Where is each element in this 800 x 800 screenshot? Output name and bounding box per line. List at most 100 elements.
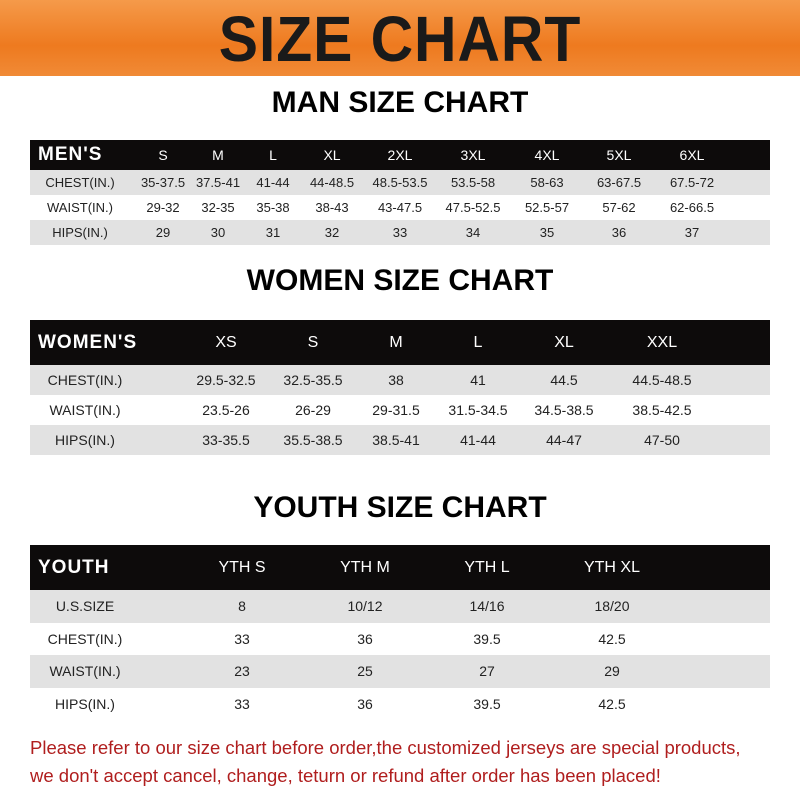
measure-label-cell: WAIST(IN.) <box>49 402 121 418</box>
table-row: WAIST(IN.) 23.5-26 26-29 29-31.5 31.5-34.5 34… <box>30 395 770 425</box>
measure-label-cell: U.S.SIZE <box>55 598 115 615</box>
table-cell: 38 <box>388 372 404 388</box>
measure-label-cell: CHEST(IN.) <box>47 630 123 647</box>
table-row: HIPS(IN.) 33 36 39.5 42.5 <box>30 687 770 720</box>
table-cell: 33 <box>234 630 250 647</box>
table-cell: 38-43 <box>315 200 349 215</box>
table-cell: 43-47.5 <box>377 200 423 215</box>
table-cell: 34.5-38.5 <box>534 402 594 418</box>
size-header-cell: M <box>389 333 403 351</box>
table-cell: 34 <box>465 225 481 240</box>
table-cell: 32.5-35.5 <box>283 372 343 388</box>
table-cell: 10/12 <box>347 598 383 615</box>
table-cell: 57-62 <box>602 200 636 215</box>
table-cell: 27 <box>479 663 495 680</box>
size-header-cell: L <box>269 147 277 163</box>
size-header-cell: XXL <box>646 333 678 351</box>
notice-line-2: we don't accept cancel, change, teturn o… <box>30 765 661 786</box>
table-row: CHEST(IN.) 33 36 39.5 42.5 <box>30 622 770 655</box>
table-header-row: MEN'S S M L XL 2XL 3XL 4XL 5XL 6XL <box>30 140 770 170</box>
table-cell: 35.5-38.5 <box>283 432 343 448</box>
table-cell: 31.5-34.5 <box>448 402 508 418</box>
table-cell: 33 <box>392 225 408 240</box>
measure-label-cell: HIPS(IN.) <box>55 695 115 712</box>
table-cell: 14/16 <box>469 598 505 615</box>
youth-section-title: YOUTH SIZE CHART <box>253 491 547 524</box>
size-header-cell: 4XL <box>534 147 560 163</box>
table-cell: 35-38 <box>256 200 290 215</box>
size-header-cell: XS <box>215 333 237 351</box>
table-cell: 39.5 <box>473 630 501 647</box>
table-cell: 41 <box>470 372 486 388</box>
table-cell: 23.5-26 <box>202 402 250 418</box>
size-header-cell: 6XL <box>679 147 705 163</box>
table-cell: 31 <box>265 225 281 240</box>
size-header-cell: S <box>307 333 319 351</box>
table-cell: 48.5-53.5 <box>372 175 428 190</box>
table-row: WAIST(IN.) 29-32 32-35 35-38 38-43 43-47.5 47.… <box>30 195 770 220</box>
measure-label-cell: CHEST(IN.) <box>45 175 115 190</box>
table-cell: 52.5-57 <box>524 200 570 215</box>
table-header-row: WOMEN'S XS S M L XL XXL <box>30 320 770 365</box>
table-cell: 44-47 <box>546 432 582 448</box>
table-cell: 42.5 <box>598 695 626 712</box>
table-row: CHEST(IN.) 29.5-32.5 32.5-35.5 38 41 44.5 44.5… <box>30 365 770 395</box>
table-cell: 29-32 <box>146 200 180 215</box>
table-header-row: YOUTH YTH S YTH M YTH L YTH XL <box>30 545 770 590</box>
table-row: U.S.SIZE 8 10/12 14/16 18/20 <box>30 590 770 623</box>
table-cell: 29-31.5 <box>372 402 420 418</box>
table-cell: 8 <box>238 598 246 615</box>
table-cell: 39.5 <box>473 695 501 712</box>
table-cell: 35-37.5 <box>140 175 186 190</box>
table-cell: 47.5-52.5 <box>445 200 501 215</box>
table-cell: 53.5-58 <box>450 175 496 190</box>
size-header-cell: YTH M <box>340 558 390 576</box>
table-cell: 63-67.5 <box>596 175 642 190</box>
table-cell: 41-44 <box>256 175 290 190</box>
table-cell: 44.5-48.5 <box>632 372 692 388</box>
table-cell: 33 <box>234 695 250 712</box>
size-header-cell: YTH XL <box>583 558 640 576</box>
table-cell: 29.5-32.5 <box>196 372 256 388</box>
table-cell: 47-50 <box>644 432 680 448</box>
table-cell: 35 <box>539 225 555 240</box>
measure-label-cell: WAIST(IN.) <box>49 663 121 680</box>
size-header-cell: 5XL <box>606 147 632 163</box>
table-cell: 29 <box>604 663 620 680</box>
notice-text: Please refer to our size chart before or… <box>30 734 790 790</box>
banner-title: SIZE CHART <box>218 3 582 75</box>
table-cell: 42.5 <box>598 630 626 647</box>
table-cell: 44.5 <box>550 372 578 388</box>
size-header-cell: S <box>158 147 168 163</box>
size-header-cell: YTH S <box>218 558 266 576</box>
measure-label-cell: HIPS(IN.) <box>55 432 115 448</box>
size-header-cell: L <box>473 333 483 351</box>
size-header-cell: XL <box>554 333 574 351</box>
table-cell: 29 <box>155 225 171 240</box>
table-cell: 26-29 <box>295 402 331 418</box>
table-cell: 62-66.5 <box>669 200 715 215</box>
table-cell: 25 <box>357 663 373 680</box>
measure-label-cell: HIPS(IN.) <box>52 225 108 240</box>
table-cell: 38.5-41 <box>372 432 420 448</box>
table-cell: 37.5-41 <box>195 175 241 190</box>
men-section-title: MAN SIZE CHART <box>271 86 529 119</box>
table-cell: 23 <box>234 663 250 680</box>
table-cell: 41-44 <box>460 432 496 448</box>
table-cell: 33-35.5 <box>202 432 250 448</box>
table-row: HIPS(IN.) 29 30 31 32 33 34 35 36 37 <box>30 220 770 245</box>
table-cell: 36 <box>611 225 627 240</box>
table-row: HIPS(IN.) 33-35.5 35.5-38.5 38.5-41 41-44 44-… <box>30 425 770 455</box>
table-cell: 36 <box>357 630 373 647</box>
women-section-title: WOMEN SIZE CHART <box>246 264 554 297</box>
table-title-cell: MEN'S <box>38 144 103 165</box>
table-cell: 36 <box>357 695 373 712</box>
table-cell: 44-48.5 <box>309 175 355 190</box>
table-row: CHEST(IN.) 35-37.5 37.5-41 41-44 44-48.5 48.5… <box>30 170 770 195</box>
size-header-cell: 3XL <box>460 147 486 163</box>
table-cell: 32 <box>324 225 340 240</box>
table-title-cell: YOUTH <box>38 556 110 578</box>
table-cell: 30 <box>210 225 226 240</box>
size-header-cell: 2XL <box>387 147 413 163</box>
notice-line-1: Please refer to our size chart before or… <box>30 737 741 758</box>
